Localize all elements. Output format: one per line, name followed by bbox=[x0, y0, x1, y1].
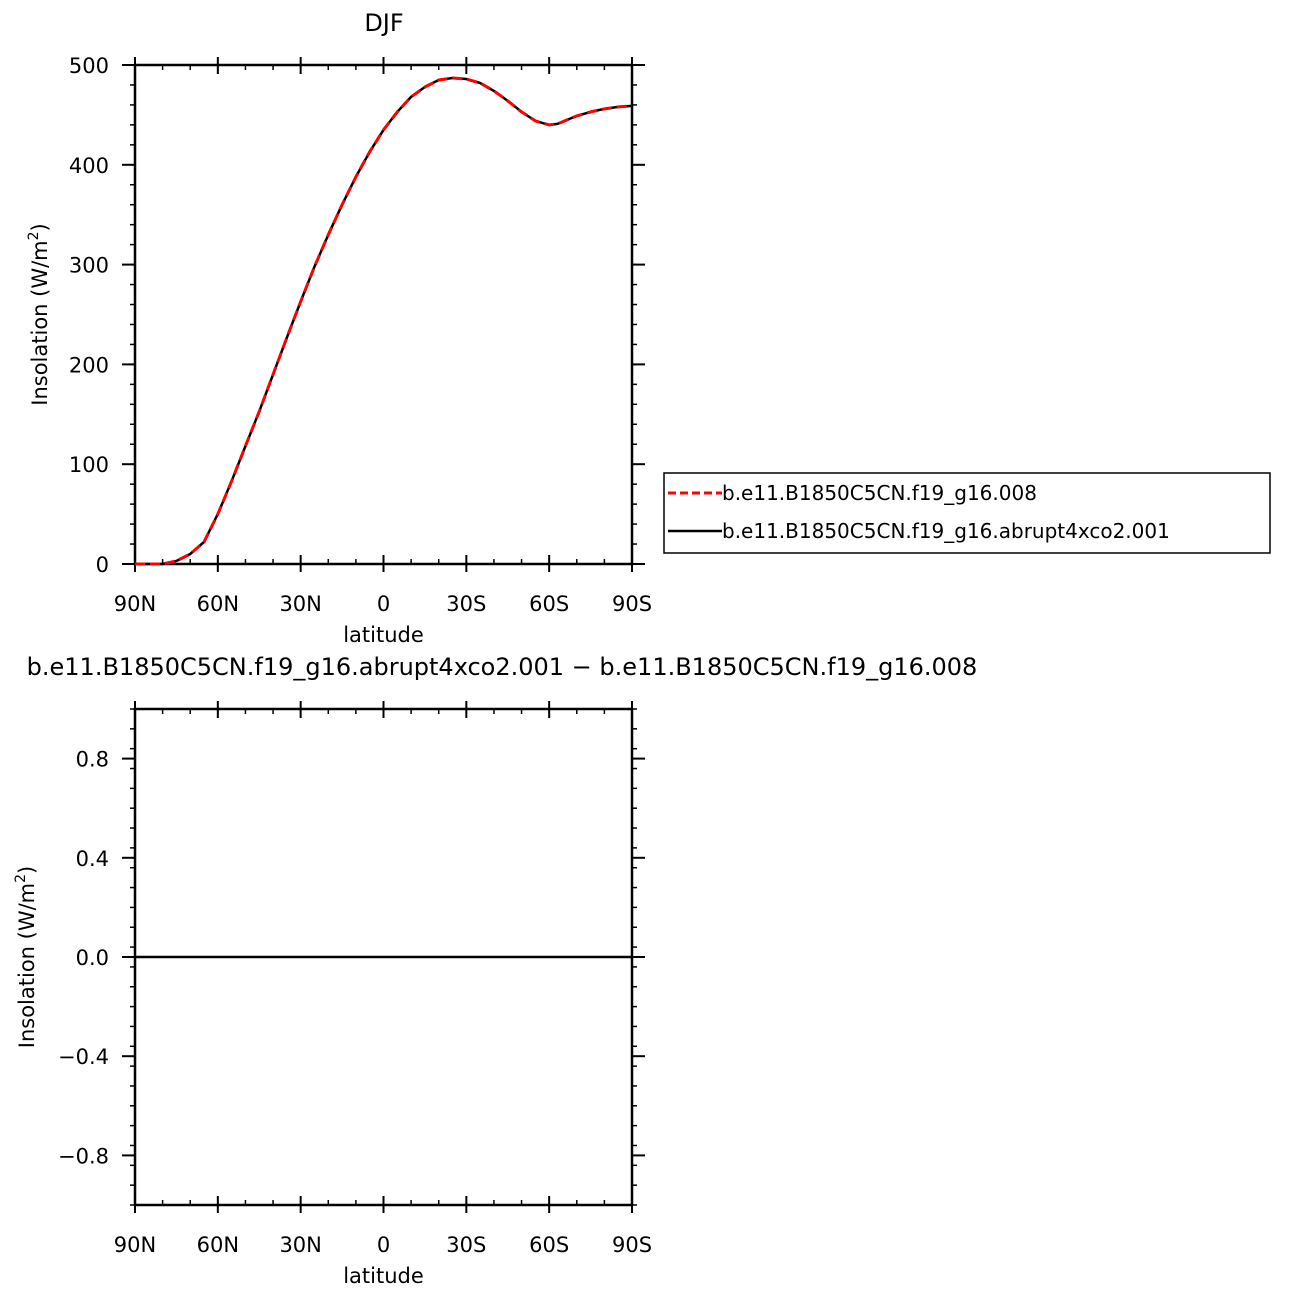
y-tick-label: 0.8 bbox=[76, 748, 109, 772]
x-tick-label: 90S bbox=[612, 592, 652, 616]
y-tick-label: 500 bbox=[69, 54, 109, 78]
chart-title: b.e11.B1850C5CN.f19_g16.abrupt4xco2.001 … bbox=[27, 653, 978, 681]
y-axis-label-close: ) bbox=[15, 866, 39, 874]
legend-label-1: b.e11.B1850C5CN.f19_g16.008 bbox=[722, 481, 1037, 505]
y-tick-label: 0.4 bbox=[76, 847, 109, 871]
x-axis-label: latitude bbox=[343, 623, 424, 647]
x-tick-label: 90N bbox=[114, 592, 156, 616]
y-tick-label: 200 bbox=[69, 353, 109, 377]
y-axis-label-close: ) bbox=[28, 223, 52, 231]
y-axis-label-sup: 2 bbox=[13, 874, 29, 883]
y-tick-label: 0 bbox=[96, 553, 109, 577]
x-tick-label: 30N bbox=[279, 592, 321, 616]
x-tick-label: 90S bbox=[612, 1233, 652, 1257]
y-axis-label: Insolation (W/m2) bbox=[13, 866, 39, 1049]
chart-title: DJF bbox=[364, 9, 403, 37]
y-tick-label: 100 bbox=[69, 453, 109, 477]
series-line-2 bbox=[135, 76, 633, 566]
y-tick-label: −0.4 bbox=[58, 1045, 109, 1069]
x-axis-label: latitude bbox=[343, 1264, 424, 1288]
plot-frame bbox=[133, 63, 634, 566]
y-axis-label-sup: 2 bbox=[26, 231, 42, 240]
chart-panel-1: DJF 90N 60N 30N 0 30S 60S 90S 0 100 200 300 400 500 la… bbox=[26, 9, 652, 647]
series-line-1 bbox=[135, 76, 633, 566]
x-tick-label: 30S bbox=[446, 592, 486, 616]
y-axis-label: Insolation (W/m2) bbox=[26, 223, 52, 406]
x-tick-label: 60N bbox=[197, 1233, 239, 1257]
y-tick-label: −0.8 bbox=[58, 1144, 109, 1168]
x-tick-label: 0 bbox=[377, 1233, 390, 1257]
x-tick-label: 60S bbox=[529, 1233, 569, 1257]
x-tick-label: 0 bbox=[377, 592, 390, 616]
y-tick-label: 300 bbox=[69, 254, 109, 278]
y-tick-label: 0.0 bbox=[76, 946, 109, 970]
y-axis-label-main: Insolation (W/m bbox=[28, 240, 52, 405]
legend: b.e11.B1850C5CN.f19_g16.008 b.e11.B1850C5… bbox=[663, 472, 1271, 554]
x-tick-label: 60S bbox=[529, 592, 569, 616]
legend-label-2: b.e11.B1850C5CN.f19_g16.abrupt4xco2.001 bbox=[722, 519, 1170, 543]
x-tick-label: 60N bbox=[197, 592, 239, 616]
chart-panel-2: b.e11.B1850C5CN.f19_g16.abrupt4xco2.001 … bbox=[13, 653, 977, 1288]
x-tick-label: 30N bbox=[279, 1233, 321, 1257]
y-axis-label-main: Insolation (W/m bbox=[15, 883, 39, 1048]
x-tick-label: 90N bbox=[114, 1233, 156, 1257]
x-tick-label: 30S bbox=[446, 1233, 486, 1257]
legend-box bbox=[663, 472, 1271, 554]
y-tick-label: 400 bbox=[69, 154, 109, 178]
